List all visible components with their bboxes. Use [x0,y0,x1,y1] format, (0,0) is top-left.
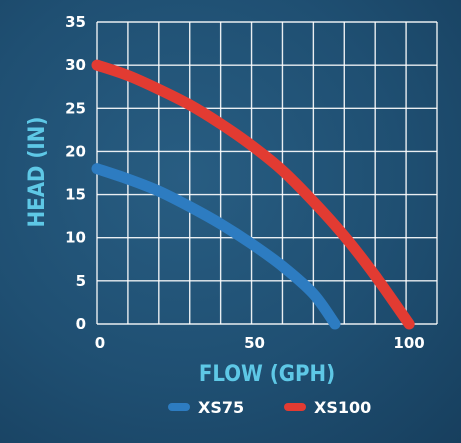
series-line-xs75 [91,163,341,330]
x-axis-title: FLOW (GPH) [199,362,335,387]
y-axis-title: HEAD (IN) [25,117,50,228]
x-tick-label: 50 [244,334,265,352]
y-tick-label: 5 [76,272,86,290]
y-tick-label: 25 [65,99,86,117]
y-axis-ticks: 0 5 10 15 20 25 30 35 [65,13,86,333]
series-line-xs100 [91,59,415,330]
series-layer [91,59,415,330]
grid [96,21,438,325]
y-tick-label: 30 [65,56,86,74]
legend-label-xs75: XS75 [198,398,244,417]
y-tick-label: 10 [65,229,86,247]
y-tick-label: 35 [65,13,86,31]
x-tick-label: 100 [393,334,424,352]
x-axis-ticks: 0 50 100 [95,334,425,352]
y-tick-label: 20 [65,142,86,160]
x-tick-label: 0 [95,334,105,352]
legend: XS75 XS100 [168,398,371,417]
legend-label-xs100: XS100 [314,398,371,417]
y-tick-label: 15 [65,186,86,204]
y-tick-label: 0 [76,315,86,333]
